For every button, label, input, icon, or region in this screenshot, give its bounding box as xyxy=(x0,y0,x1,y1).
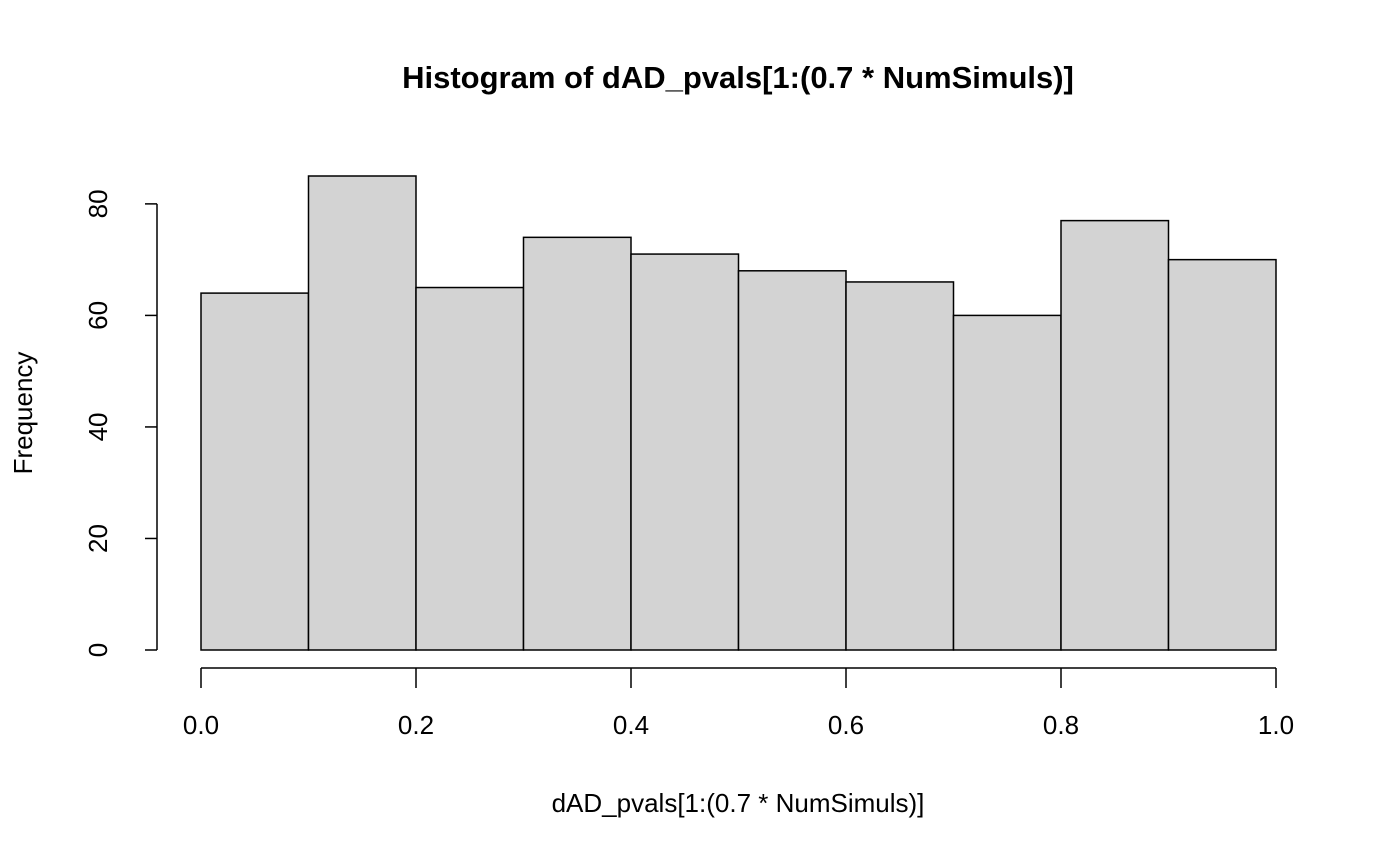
x-tick-label: 0.4 xyxy=(613,710,649,740)
x-tick-label: 0.8 xyxy=(1043,710,1079,740)
bar xyxy=(415,286,525,651)
bar xyxy=(522,236,632,651)
bar xyxy=(737,270,847,651)
bar xyxy=(307,175,417,651)
x-tick-label: 0.0 xyxy=(183,710,219,740)
x-tick-label: 0.6 xyxy=(828,710,864,740)
bar xyxy=(845,281,955,651)
x-tick-label: 1.0 xyxy=(1258,710,1294,740)
y-tick-label: 60 xyxy=(83,301,113,330)
bar xyxy=(1167,258,1277,651)
y-tick-label: 40 xyxy=(83,412,113,441)
bar xyxy=(630,253,740,651)
bar xyxy=(952,314,1062,651)
y-axis-title: Frequency xyxy=(8,352,38,475)
chart-title: Histogram of dAD_pvals[1:(0.7 * NumSimul… xyxy=(402,60,1074,95)
y-tick-label: 80 xyxy=(83,189,113,218)
x-axis-title: dAD_pvals[1:(0.7 * NumSimuls)] xyxy=(552,788,925,818)
x-tick-label: 0.2 xyxy=(398,710,434,740)
bar xyxy=(200,292,310,651)
y-tick-label: 20 xyxy=(83,524,113,553)
y-tick-label: 0 xyxy=(83,643,113,657)
bar xyxy=(1060,219,1170,651)
